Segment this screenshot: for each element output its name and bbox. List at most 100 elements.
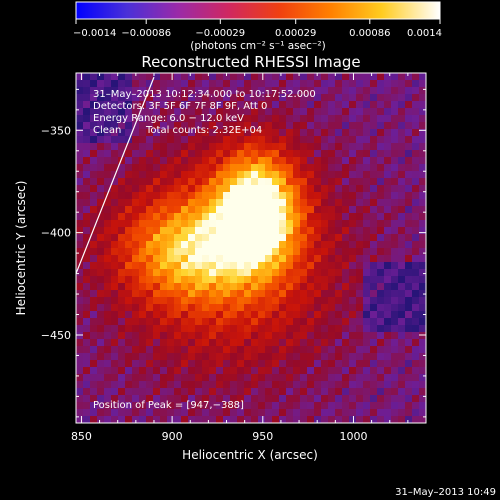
- heatmap-cell: [398, 367, 406, 375]
- heatmap-cell: [293, 220, 301, 228]
- heatmap-cell: [356, 220, 364, 228]
- heatmap-cell: [188, 206, 196, 214]
- heatmap-cell: [244, 304, 252, 312]
- heatmap-cell: [195, 171, 203, 179]
- heatmap-cell: [202, 262, 210, 270]
- heatmap-cell: [370, 87, 378, 95]
- heatmap-cell: [405, 381, 413, 389]
- heatmap-cell: [300, 150, 308, 158]
- heatmap-cell: [202, 388, 210, 396]
- heatmap-cell: [272, 171, 280, 179]
- heatmap-cell: [153, 353, 161, 361]
- heatmap-cell: [90, 395, 98, 403]
- heatmap-cell: [153, 157, 161, 165]
- heatmap-cell: [125, 157, 133, 165]
- heatmap-cell: [384, 80, 392, 88]
- heatmap-cell: [237, 283, 245, 291]
- heatmap-cell: [209, 185, 217, 193]
- heatmap-cell: [265, 129, 273, 137]
- heatmap-cell: [251, 304, 259, 312]
- heatmap-cell: [384, 402, 392, 410]
- heatmap-cell: [209, 87, 217, 95]
- heatmap-cell: [335, 122, 343, 130]
- heatmap-cell: [90, 255, 98, 263]
- heatmap-cell: [195, 290, 203, 298]
- heatmap-cell: [405, 94, 413, 102]
- heatmap-cell: [279, 290, 287, 298]
- heatmap-cell: [314, 360, 322, 368]
- heatmap-cell: [321, 178, 329, 186]
- heatmap-cell: [181, 339, 189, 347]
- heatmap-cell: [279, 332, 287, 340]
- heatmap-cell: [370, 381, 378, 389]
- heatmap-cell: [125, 409, 133, 417]
- heatmap-cell: [223, 332, 231, 340]
- heatmap-cell: [125, 241, 133, 249]
- heatmap-cell: [279, 220, 287, 228]
- heatmap-cell: [272, 94, 280, 102]
- heatmap-cell: [188, 283, 196, 291]
- heatmap-cell: [370, 206, 378, 214]
- heatmap-cell: [146, 94, 154, 102]
- heatmap-cell: [216, 276, 224, 284]
- heatmap-cell: [258, 311, 266, 319]
- heatmap-cell: [363, 290, 371, 298]
- heatmap-cell: [377, 178, 385, 186]
- heatmap-cell: [391, 325, 399, 333]
- heatmap-cell: [209, 332, 217, 340]
- heatmap-cell: [132, 381, 140, 389]
- heatmap-cell: [195, 73, 203, 81]
- heatmap-cell: [118, 199, 126, 207]
- heatmap-cell: [160, 80, 168, 88]
- heatmap-cell: [153, 94, 161, 102]
- heatmap-cell: [419, 409, 426, 417]
- heatmap-cell: [328, 262, 336, 270]
- heatmap-cell: [314, 255, 322, 263]
- heatmap-cell: [398, 409, 406, 417]
- heatmap-cell: [139, 304, 147, 312]
- heatmap-cell: [300, 255, 308, 263]
- heatmap-cell: [195, 227, 203, 235]
- heatmap-cell: [216, 136, 224, 144]
- heatmap-cell: [167, 304, 175, 312]
- heatmap-cell: [405, 164, 413, 172]
- heatmap-cell: [153, 164, 161, 172]
- heatmap-cell: [307, 346, 315, 354]
- heatmap-cell: [244, 129, 252, 137]
- heatmap-cell: [160, 395, 168, 403]
- heatmap-cell: [111, 388, 119, 396]
- heatmap-cell: [377, 143, 385, 151]
- heatmap-cell: [349, 150, 357, 158]
- heatmap-cell: [370, 297, 378, 305]
- heatmap-cell: [104, 227, 112, 235]
- heatmap-cell: [244, 199, 252, 207]
- heatmap-cell: [132, 402, 140, 410]
- heatmap-cell: [314, 164, 322, 172]
- heatmap-cell: [209, 94, 217, 102]
- heatmap-cell: [230, 178, 238, 186]
- heatmap-cell: [223, 206, 231, 214]
- heatmap-cell: [279, 80, 287, 88]
- heatmap-cell: [391, 129, 399, 137]
- heatmap-cell: [181, 262, 189, 270]
- heatmap-cell: [146, 311, 154, 319]
- heatmap-cell: [356, 143, 364, 151]
- heatmap-cell: [132, 297, 140, 305]
- heatmap-cell: [419, 283, 426, 291]
- heatmap-cell: [391, 311, 399, 319]
- heatmap-cell: [118, 318, 126, 326]
- heatmap-cell: [251, 206, 259, 214]
- heatmap-cell: [153, 360, 161, 368]
- heatmap-cell: [293, 150, 301, 158]
- heatmap-cell: [209, 255, 217, 263]
- heatmap-cell: [244, 227, 252, 235]
- heatmap-cell: [384, 178, 392, 186]
- heatmap-cell: [174, 318, 182, 326]
- heatmap-cell: [181, 73, 189, 81]
- heatmap-cell: [377, 269, 385, 277]
- heatmap-cell: [97, 269, 105, 277]
- heatmap-cell: [76, 171, 84, 179]
- heatmap-cell: [118, 122, 126, 130]
- heatmap-cell: [342, 346, 350, 354]
- heatmap-cell: [167, 206, 175, 214]
